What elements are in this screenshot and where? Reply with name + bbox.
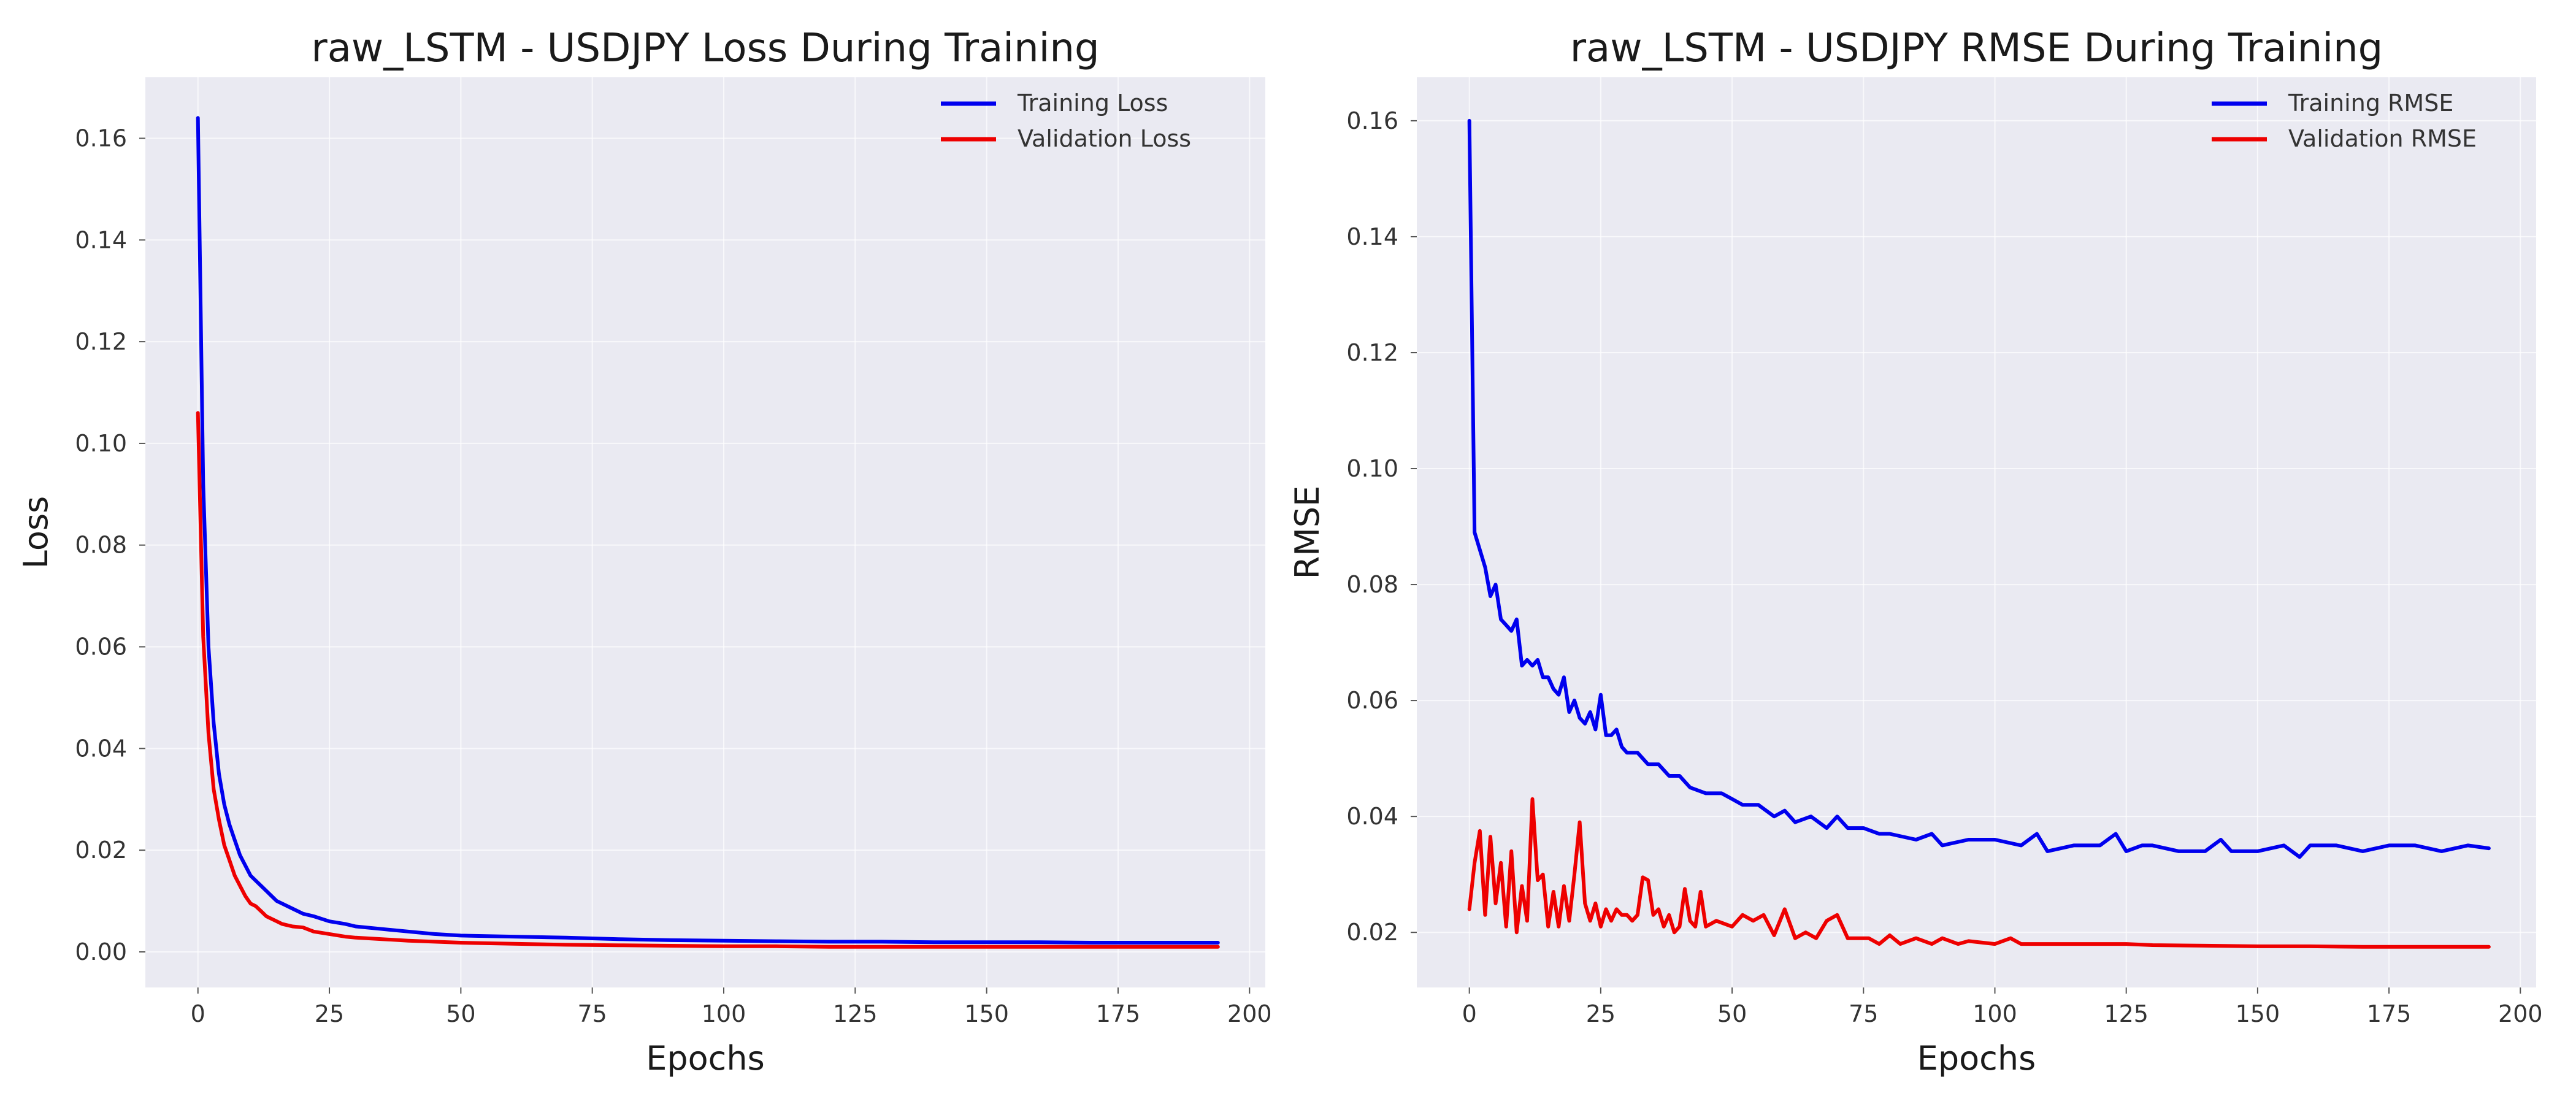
loss-y-tick-label: 0.12 [75, 328, 127, 355]
rmse-x-tick-label: 75 [1849, 1000, 1878, 1027]
rmse-y-tick-label: 0.16 [1346, 107, 1398, 134]
loss-y-tick-label: 0.16 [75, 125, 127, 151]
rmse-series-line-validation [1467, 797, 2491, 949]
rmse-legend-label-training: Training RMSE [2288, 90, 2453, 117]
rmse-plot-area [1417, 77, 2536, 987]
loss-y-tick-label: 0.10 [75, 430, 127, 457]
loss-y-tick-label: 0.00 [75, 938, 127, 965]
loss-legend-label-validation: Validation Loss [1018, 125, 1191, 152]
loss-chart: 0 25 50 75 100 125 150 175 200 0.00 0.02 0.04 0.06 0.… [17, 26, 1272, 1078]
rmse-y-tick-label: 0.04 [1346, 803, 1398, 830]
rmse-y-tick-label: 0.08 [1346, 571, 1398, 598]
rmse-legend-label-validation: Validation RMSE [2288, 125, 2477, 152]
loss-plot-area [145, 77, 1265, 987]
loss-y-axis-label: Loss [17, 496, 55, 569]
rmse-y-tick-label: 0.12 [1346, 339, 1398, 366]
rmse-x-tick-label: 125 [2104, 1000, 2149, 1027]
rmse-chart: 0 25 50 75 100 125 150 175 200 0.02 0.04 0.06 0.08 0.… [1288, 26, 2543, 1078]
rmse-x-tick-label: 0 [1462, 1000, 1477, 1027]
loss-series-line-validation [196, 411, 1220, 949]
rmse-x-axis-label: Epochs [1917, 1039, 2036, 1078]
loss-x-tick-label: 200 [1227, 1000, 1272, 1027]
loss-legend-label-training: Training Loss [1017, 90, 1168, 117]
rmse-x-tick-label: 175 [2367, 1000, 2412, 1027]
loss-x-tick-label: 0 [191, 1000, 205, 1027]
rmse-x-tick-label: 100 [1972, 1000, 2017, 1027]
rmse-x-tick-label: 50 [1717, 1000, 1747, 1027]
rmse-x-tick-label: 150 [2236, 1000, 2280, 1027]
loss-x-tick-label: 125 [833, 1000, 878, 1027]
loss-x-tick-label: 150 [964, 1000, 1009, 1027]
rmse-y-tick-label: 0.14 [1346, 223, 1398, 250]
rmse-y-tick-label: 0.10 [1346, 455, 1398, 482]
loss-y-tick-label: 0.14 [75, 226, 127, 253]
loss-x-tick-label: 100 [702, 1000, 746, 1027]
loss-chart-title: raw_LSTM - USDJPY Loss During Training [311, 26, 1099, 71]
loss-y-tick-label: 0.04 [75, 735, 127, 762]
rmse-x-tick-label: 200 [2498, 1000, 2543, 1027]
rmse-x-tick-label: 25 [1586, 1000, 1616, 1027]
loss-x-tick-label: 175 [1096, 1000, 1141, 1027]
loss-x-axis-label: Epochs [646, 1039, 764, 1078]
rmse-y-axis-label: RMSE [1288, 486, 1327, 580]
rmse-series-line-training [1467, 118, 2491, 859]
loss-y-tick-label: 0.06 [75, 634, 127, 661]
loss-y-tick-label: 0.02 [75, 837, 127, 864]
rmse-chart-title: raw_LSTM - USDJPY RMSE During Training [1570, 26, 2383, 71]
loss-x-tick-label: 50 [446, 1000, 475, 1027]
loss-y-tick-label: 0.08 [75, 532, 127, 559]
loss-x-tick-label: 25 [315, 1000, 344, 1027]
rmse-y-tick-label: 0.02 [1346, 919, 1398, 946]
loss-x-tick-label: 75 [578, 1000, 607, 1027]
loss-series-line-training [196, 116, 1220, 945]
rmse-y-tick-label: 0.06 [1346, 687, 1398, 714]
